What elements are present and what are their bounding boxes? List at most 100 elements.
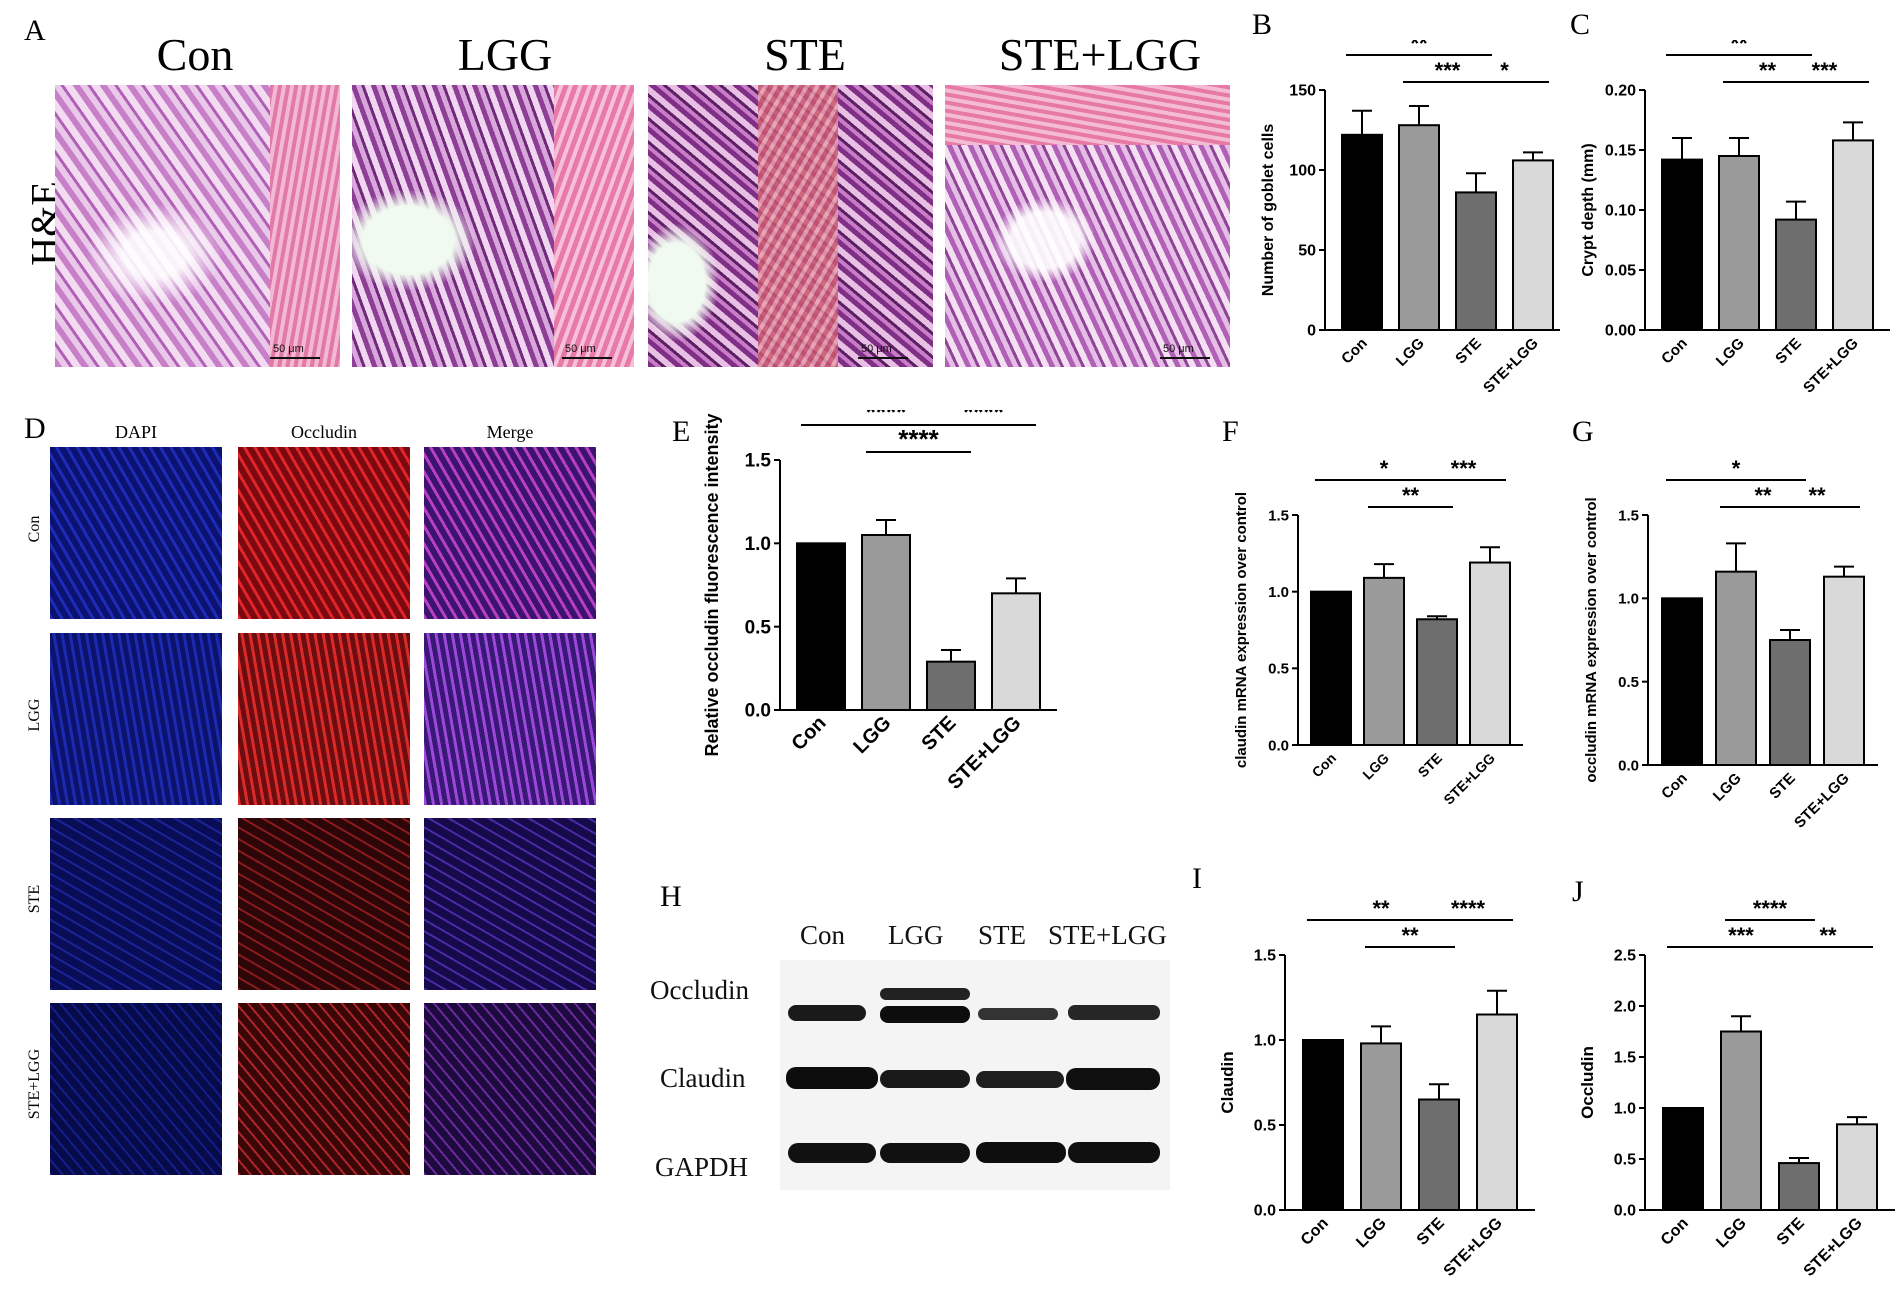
x-tick-label: STE+LGG <box>1440 750 1498 808</box>
if-col-merge: Merge <box>486 422 534 442</box>
bar <box>1416 618 1458 746</box>
wb-band-gapdh: GAPDH <box>655 1152 749 1182</box>
wb-col-ste: STE <box>978 920 1027 950</box>
significance-label: **** <box>1451 896 1486 921</box>
significance-label: *** <box>1812 58 1838 83</box>
x-tick-label: STE <box>1452 335 1485 368</box>
bar <box>1832 139 1874 332</box>
panel-j-letter: J <box>1572 875 1584 908</box>
significance-label: ** <box>1808 483 1826 508</box>
panel-f-letter: F <box>1222 415 1239 448</box>
y-tick-label: 1.5 <box>1254 948 1276 965</box>
he-col-title-lgg: LGG <box>457 29 553 80</box>
y-tick-label: 1.0 <box>1254 1033 1276 1050</box>
bar <box>1715 570 1757 766</box>
he-col-title-ste-lgg: STE+LGG <box>998 29 1202 80</box>
bar <box>1302 1039 1344 1211</box>
x-tick-label: STE+LGG <box>1480 335 1542 397</box>
y-tick-label: 0.0 <box>1618 757 1639 774</box>
y-tick-label: 1.5 <box>745 451 772 472</box>
scale-label-ste-lgg: 50 μm <box>1163 343 1194 355</box>
bar <box>1662 1107 1704 1211</box>
if-image-con-merge <box>424 447 596 619</box>
y-tick-label: 50 <box>1298 243 1316 260</box>
panel-h-letter: H <box>660 880 682 913</box>
y-tick-label: 1.0 <box>1268 584 1289 601</box>
y-tick-label: 0.5 <box>745 617 772 638</box>
x-tick-label: STE <box>1766 770 1799 803</box>
he-image-ste-lgg: 50 μm <box>945 85 1230 367</box>
x-tick-label: Con <box>787 712 830 755</box>
he-col-title-ste: STE <box>764 29 846 80</box>
y-tick-label: 0.0 <box>745 701 771 722</box>
if-image-con-occludin <box>238 447 410 619</box>
x-tick-label: LGG <box>1710 770 1745 805</box>
bar <box>1720 1030 1762 1211</box>
y-axis-label: Claudin <box>1218 1051 1237 1113</box>
panel-e-letter: E <box>672 415 691 448</box>
wb-col-lgg: LGG <box>888 920 944 950</box>
significance-label: ** <box>1410 40 1428 56</box>
y-tick-label: 0.5 <box>1614 1152 1636 1169</box>
x-tick-label: LGG <box>849 712 895 758</box>
x-tick-label: Con <box>1309 750 1340 781</box>
x-tick-label: STE <box>1415 750 1446 781</box>
if-col-occludin: Occludin <box>291 422 357 442</box>
significance-label: ** <box>1402 483 1420 508</box>
bar <box>1360 1042 1402 1211</box>
if-image-ste-occludin <box>238 818 410 990</box>
y-axis-label: Number of goblet cells <box>1260 124 1277 297</box>
significance-label: * <box>1500 58 1509 83</box>
if-image-ste-lgg-merge <box>424 1003 596 1175</box>
chart-e: 0.0 0.5 1.0 1.5 Relative occludin fluorescen… <box>702 410 1057 794</box>
bar <box>1363 576 1405 746</box>
bar <box>1661 158 1703 331</box>
x-tick-label: Con <box>1658 770 1691 803</box>
bar <box>1775 218 1817 332</box>
y-tick-label: 0.0 <box>1254 1203 1276 1220</box>
bar <box>1418 1098 1460 1211</box>
bar <box>1836 1123 1878 1212</box>
bar <box>1823 575 1865 766</box>
panel-a-letter: A <box>24 14 46 47</box>
y-tick-label: 2.0 <box>1614 999 1636 1016</box>
y-tick-label: 150 <box>1289 83 1316 100</box>
significance-label: **** <box>866 410 907 427</box>
x-tick-label: STE+LGG <box>1441 1215 1506 1280</box>
panel-i-letter: I <box>1192 862 1202 895</box>
wb-col-ste-lgg: STE+LGG <box>1048 920 1167 950</box>
significance-label: **** <box>898 424 939 454</box>
wb-col-con: Con <box>800 920 846 950</box>
bar <box>1476 1013 1518 1211</box>
x-tick-label: STE+LGG <box>1800 335 1862 397</box>
if-image-ste-dapi <box>50 818 222 990</box>
x-tick-label: LGG <box>1393 335 1428 370</box>
significance-label: ** <box>1759 58 1777 83</box>
y-axis-label: claudin mRNA expression over control <box>1233 492 1250 768</box>
y-tick-label: 1.0 <box>745 534 771 555</box>
if-image-lgg-merge <box>424 633 596 805</box>
bar <box>1661 597 1703 766</box>
x-tick-label: LGG <box>1713 1215 1750 1252</box>
bar <box>1341 133 1383 331</box>
y-tick-label: 1.5 <box>1268 507 1289 524</box>
y-tick-label: 0.5 <box>1268 661 1289 678</box>
if-image-ste-lgg-occludin <box>238 1003 410 1175</box>
bar <box>1718 155 1760 331</box>
x-tick-label: STE <box>917 712 960 755</box>
bar <box>1778 1162 1820 1211</box>
x-tick-label: STE <box>1774 1215 1808 1249</box>
significance-label: ** <box>1401 923 1419 948</box>
bar <box>1455 191 1497 331</box>
wb-band-claudin: Claudin <box>660 1063 746 1093</box>
y-tick-label: 0.05 <box>1605 263 1636 280</box>
x-tick-label: STE+LGG <box>1801 1215 1866 1280</box>
significance-label: *** <box>1728 923 1754 948</box>
wb-band-occludin: Occludin <box>650 975 749 1005</box>
western-blot-image <box>780 960 1170 1190</box>
chart-c: 0.00 0.05 0.10 0.15 0.20 Crypt depth (mm) Con L… <box>1580 40 1890 397</box>
if-image-con-dapi <box>50 447 222 619</box>
x-tick-label: STE <box>1772 335 1805 368</box>
if-image-ste-lgg-dapi <box>50 1003 222 1175</box>
